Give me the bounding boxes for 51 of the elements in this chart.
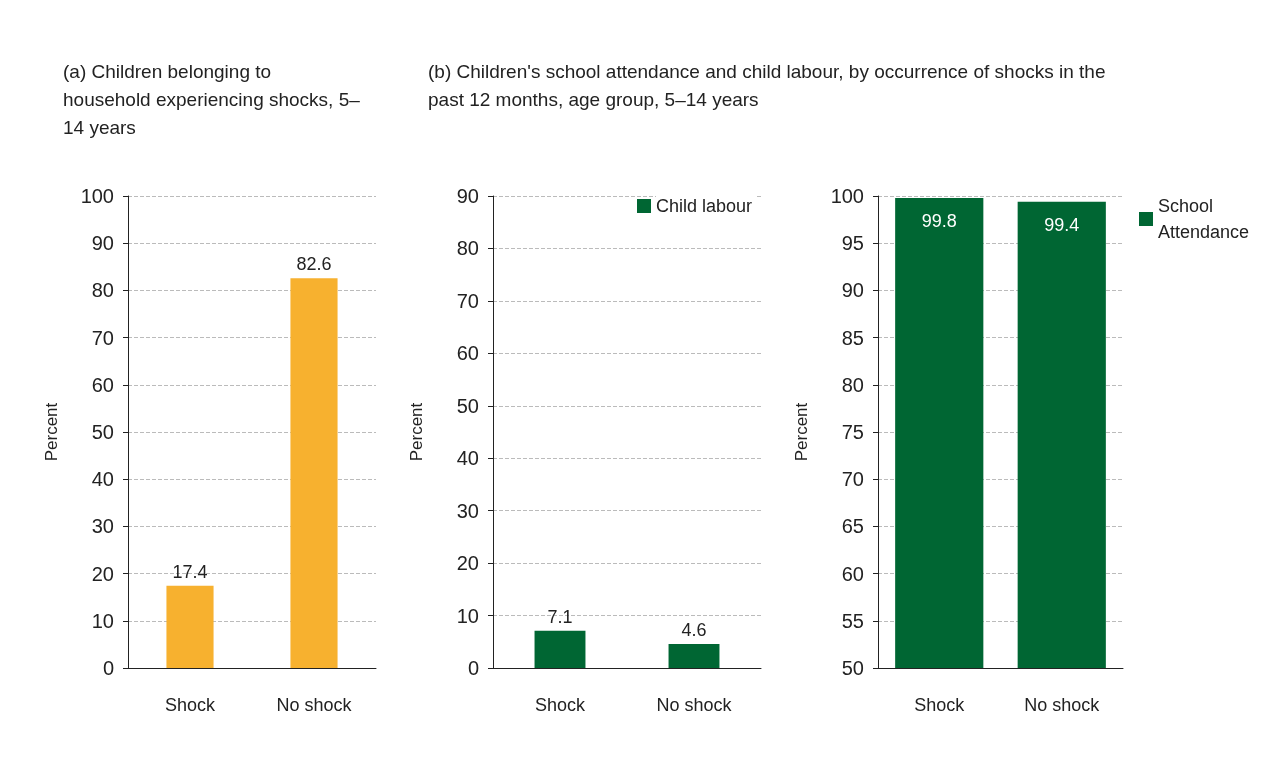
y-tick-label: 100: [80, 185, 114, 207]
y-tick-label: 80: [91, 279, 114, 302]
y-tick-label: 90: [841, 279, 864, 302]
x-tick-label: Shock: [914, 695, 966, 715]
y-tick-label: 50: [91, 421, 114, 443]
chart-title: (b) Children's school attendance and child labour, by occurrence of shocks in the past 12 months, age group, 5–14 years: [428, 60, 1107, 112]
y-tick-label: 70: [841, 468, 864, 491]
y-tick-label: 40: [456, 447, 479, 470]
data-label: 82.6: [296, 254, 332, 275]
y-tick-label: 90: [91, 232, 114, 255]
chart-title: (a) Children belonging to household experiencing shocks, 5–14 years: [63, 60, 361, 140]
x-tick-label: No shock: [276, 695, 353, 715]
y-tick-label: 50: [841, 657, 864, 679]
y-tick-label: 65: [841, 515, 864, 538]
y-tick-label: 60: [91, 373, 114, 396]
y-tick-label: 40: [91, 468, 114, 491]
y-tick-label: 10: [456, 604, 479, 627]
y-tick-label: 30: [91, 515, 114, 538]
y-tick-label: 0: [467, 657, 479, 679]
x-tick-label: No shock: [1024, 695, 1101, 715]
y-tick-label: 80: [456, 237, 479, 260]
y-axis-title: Percent: [42, 402, 61, 462]
y-axis-title: Percent: [792, 402, 811, 462]
y-tick-label: 70: [91, 326, 114, 349]
y-tick-label: 60: [456, 342, 479, 365]
legend-label: School Attendance: [1158, 196, 1250, 242]
y-tick-label: 20: [456, 552, 479, 575]
y-tick-label: 30: [456, 499, 479, 522]
y-tick-label: 0: [102, 657, 114, 679]
x-tick-label: No shock: [656, 695, 733, 715]
data-label: 7.1: [547, 606, 573, 627]
data-label: 17.4: [172, 561, 208, 582]
y-tick-label: 50: [456, 394, 479, 417]
legend-label: Child labour: [656, 196, 753, 216]
data-label: 99.8: [921, 210, 957, 231]
y-tick-label: 90: [456, 185, 479, 207]
y-tick-label: 85: [841, 326, 864, 349]
y-tick-label: 100: [830, 185, 864, 207]
y-tick-label: 95: [841, 232, 864, 255]
y-tick-label: 55: [841, 609, 864, 632]
y-tick-label: 10: [91, 609, 114, 632]
x-tick-label: Shock: [164, 695, 217, 715]
data-label: 4.6: [681, 619, 707, 640]
y-tick-label: 70: [456, 289, 479, 312]
data-label: 99.4: [1044, 214, 1080, 235]
y-tick-label: 80: [841, 373, 864, 396]
y-axis-title: Percent: [407, 402, 426, 462]
x-tick-label: Shock: [534, 695, 587, 715]
y-tick-label: 75: [841, 421, 864, 443]
y-tick-label: 60: [841, 562, 864, 585]
y-tick-label: 20: [91, 562, 114, 585]
